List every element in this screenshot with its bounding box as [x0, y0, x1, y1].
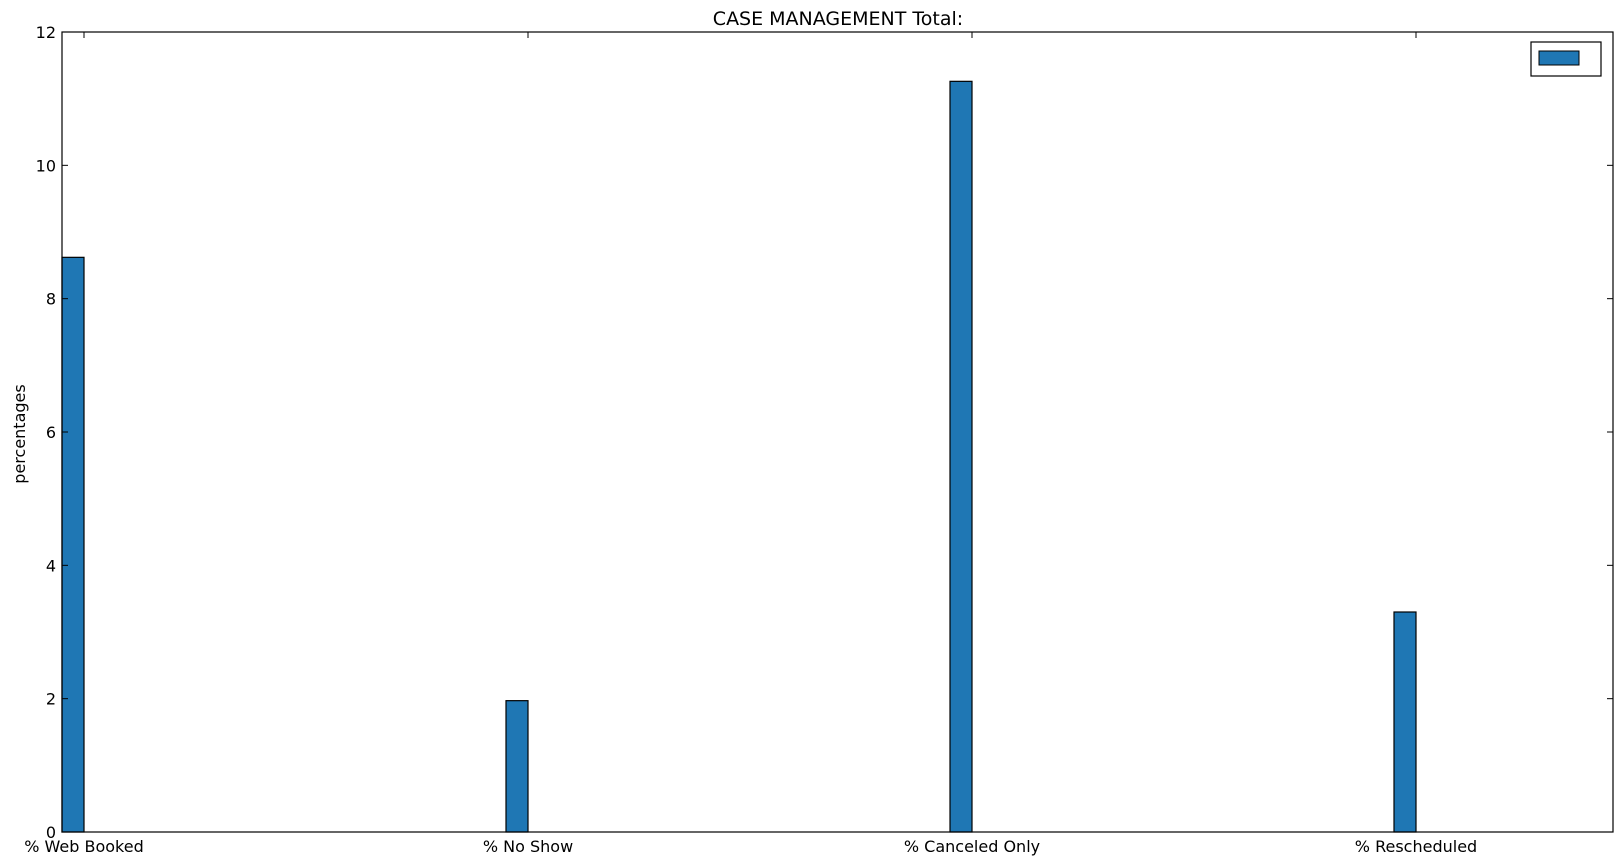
bar-4 [1393, 611, 1417, 833]
x-tick-label: % No Show [483, 837, 573, 856]
x-tick-label: % Canceled Only [904, 837, 1040, 856]
y-tick-label: 4 [46, 556, 56, 575]
x-tick-label: % Web Booked [24, 837, 144, 856]
bar-1 [61, 256, 85, 833]
y-tick-label: 2 [46, 690, 56, 709]
y-tick-label: 0 [46, 823, 56, 842]
y-axis-label: percentages [10, 384, 29, 483]
legend-swatch [1538, 50, 1580, 66]
bar-2 [505, 700, 529, 833]
x-tick-label: % Rescheduled [1355, 837, 1477, 856]
bar-3 [949, 80, 973, 833]
legend [1530, 41, 1602, 77]
y-tick-label: 6 [46, 423, 56, 442]
y-tick-label: 12 [36, 23, 56, 42]
chart-title: CASE MANAGEMENT Total: [713, 8, 963, 30]
bars-layer [61, 80, 1417, 833]
ticks-layer: 0 2 4 6 8 10 12 % Web Booked % No Show % Canceled… [24, 23, 1613, 856]
y-tick-label: 10 [36, 156, 56, 175]
plot-frame [61, 31, 1614, 833]
y-tick-label: 8 [46, 290, 56, 309]
